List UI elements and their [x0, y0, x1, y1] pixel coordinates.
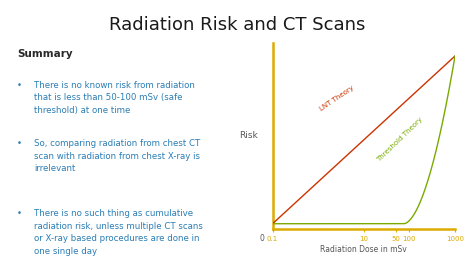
Text: LNT Theory: LNT Theory — [318, 85, 355, 112]
Text: 0: 0 — [259, 234, 264, 243]
Text: So, comparing radiation from chest CT
scan with radiation from chest X-ray is
ir: So, comparing radiation from chest CT sc… — [34, 139, 201, 173]
Y-axis label: Risk: Risk — [239, 131, 258, 140]
X-axis label: Radiation Dose in mSv: Radiation Dose in mSv — [320, 245, 407, 254]
Text: Radiation Risk and CT Scans: Radiation Risk and CT Scans — [109, 16, 365, 34]
Text: •: • — [17, 81, 22, 90]
Text: There is no such thing as cumulative
radiation risk, unless multiple CT scans
or: There is no such thing as cumulative rad… — [34, 210, 203, 256]
Text: •: • — [17, 210, 22, 218]
Text: •: • — [17, 139, 22, 148]
Text: Summary: Summary — [17, 49, 73, 59]
Text: Threshold Theory: Threshold Theory — [376, 116, 424, 163]
Text: There is no known risk from radiation
that is less than 50-100 mSv (safe
thresho: There is no known risk from radiation th… — [34, 81, 195, 115]
